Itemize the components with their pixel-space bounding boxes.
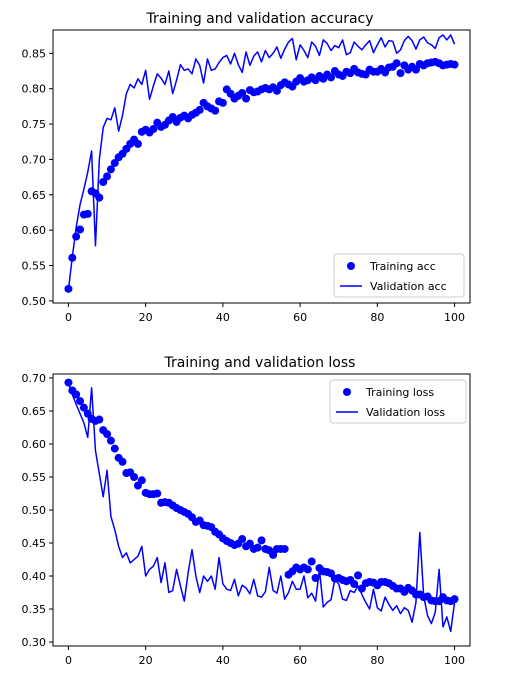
acc-y-tick-label-2: 0.60 <box>22 224 47 237</box>
acc-x-tick-label-1: 20 <box>139 311 153 324</box>
loss-x-tick-label-0: 0 <box>65 654 72 667</box>
loss-training-point-14 <box>118 457 127 466</box>
loss-y-tick-label-6: 0.60 <box>22 438 47 451</box>
loss-training-point-75 <box>354 571 363 580</box>
acc-training-point-40 <box>218 98 227 107</box>
acc-training-point-90 <box>411 65 420 74</box>
acc-legend-label-1: Validation acc <box>370 280 447 293</box>
acc-training-point-38 <box>211 106 220 115</box>
loss-legend-label-0: Training loss <box>365 386 434 399</box>
loss-training-point-56 <box>280 544 289 553</box>
acc-x-tick-label-3: 60 <box>293 311 307 324</box>
loss-legend-label-1: Validation loss <box>366 406 445 419</box>
acc-training-point-85 <box>392 59 401 68</box>
acc-training-point-10 <box>103 172 112 181</box>
loss-chart: Training and validation loss 0 20 40 60 80 10… <box>22 355 471 667</box>
loss-training-point-63 <box>307 557 316 566</box>
loss-training-point-4 <box>79 403 88 412</box>
acc-training-point-9 <box>99 178 108 187</box>
loss-training-point-12 <box>110 444 119 453</box>
loss-training-point-74 <box>350 579 359 588</box>
loss-x-tick-label-2: 40 <box>216 654 230 667</box>
loss-training-point-23 <box>153 489 162 498</box>
loss-training-point-17 <box>130 472 139 481</box>
loss-x-tick-label-3: 60 <box>293 654 307 667</box>
acc-y-tick-label-3: 0.65 <box>22 189 47 202</box>
acc-legend-label-0: Training acc <box>369 260 436 273</box>
acc-x-tick-label-0: 0 <box>65 311 72 324</box>
acc-training-point-11 <box>106 165 115 174</box>
acc-validation-line <box>67 34 456 290</box>
loss-training-point-19 <box>137 476 146 485</box>
acc-training-point-22 <box>149 125 158 134</box>
loss-training-point-50 <box>257 536 266 545</box>
loss-training-point-8 <box>95 415 104 424</box>
loss-y-tick-label-8: 0.70 <box>22 372 47 385</box>
acc-x-tick-label-5: 100 <box>444 311 465 324</box>
loss-y-tick-label-0: 0.30 <box>22 636 47 649</box>
acc-y-tick-label-0: 0.50 <box>22 295 47 308</box>
acc-training-point-54 <box>272 86 281 95</box>
accuracy-chart: Training and validation accuracy 0 20 40 60… <box>22 11 471 324</box>
acc-plot-frame <box>52 29 471 304</box>
acc-y-tick-label-5: 0.75 <box>22 118 47 131</box>
acc-training-point-8 <box>95 193 104 202</box>
loss-legend: Training loss Validation loss <box>329 379 467 424</box>
loss-y-tick-label-5: 0.55 <box>22 471 47 484</box>
loss-training-point-62 <box>303 565 312 574</box>
loss-x-tick-label-1: 20 <box>139 654 153 667</box>
acc-training-point-68 <box>327 73 335 82</box>
acc-x-tick-label-4: 80 <box>370 311 384 324</box>
acc-training-point-2 <box>72 232 81 241</box>
loss-validation-line <box>67 382 456 633</box>
acc-y-tick-label-4: 0.70 <box>22 153 47 166</box>
loss-training-point-3 <box>76 397 85 406</box>
loss-chart-title: Training and validation loss <box>164 355 356 371</box>
accuracy-chart-title: Training and validation accuracy <box>145 11 373 27</box>
acc-y-tick-label-6: 0.80 <box>22 83 47 96</box>
acc-training-point-86 <box>396 69 405 78</box>
acc-training-point-46 <box>242 94 251 103</box>
acc-legend: Training acc Validation acc <box>333 253 465 298</box>
loss-training-point-45 <box>238 535 247 544</box>
loss-x-tick-label-4: 80 <box>370 654 384 667</box>
loss-legend-box <box>329 379 467 424</box>
acc-x-tick-label-2: 40 <box>216 311 230 324</box>
acc-legend-box <box>333 253 465 298</box>
acc-training-point-100 <box>450 60 459 69</box>
loss-y-tick-label-3: 0.45 <box>22 537 47 550</box>
loss-training-points <box>64 378 459 606</box>
loss-training-point-2 <box>72 390 81 399</box>
acc-training-point-3 <box>76 225 85 234</box>
loss-training-point-49 <box>253 543 262 552</box>
loss-training-point-10 <box>103 430 112 439</box>
acc-y-tick-label-1: 0.55 <box>22 260 47 273</box>
acc-training-point-5 <box>83 209 92 218</box>
loss-training-point-11 <box>106 436 115 445</box>
acc-training-point-45 <box>238 88 247 97</box>
loss-y-tick-label-2: 0.40 <box>22 570 47 583</box>
loss-training-point-53 <box>269 550 278 559</box>
loss-x-tick-label-5: 100 <box>444 654 465 667</box>
acc-legend-dot-swatch <box>347 262 355 270</box>
loss-legend-dot-swatch <box>343 388 351 396</box>
loss-y-tick-label-1: 0.35 <box>22 603 47 616</box>
acc-training-point-12 <box>110 158 119 167</box>
acc-y-tick-label-7: 0.85 <box>22 47 47 60</box>
loss-training-point-100 <box>450 595 459 604</box>
acc-training-point-34 <box>195 105 204 114</box>
acc-training-point-18 <box>133 139 142 148</box>
loss-y-tick-label-4: 0.50 <box>22 504 47 517</box>
loss-y-tick-label-7: 0.65 <box>22 405 47 418</box>
